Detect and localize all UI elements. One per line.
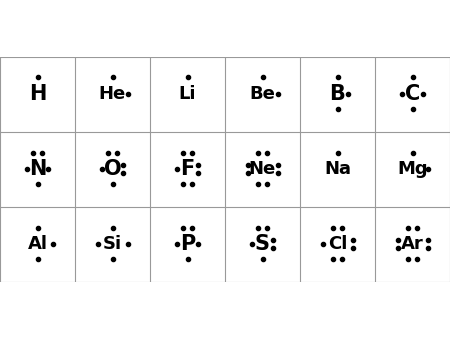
Text: C: C <box>405 84 420 104</box>
Text: S: S <box>255 234 270 254</box>
Text: B: B <box>329 84 346 104</box>
Text: P: P <box>180 234 195 254</box>
Text: Be: Be <box>250 85 275 103</box>
Text: He: He <box>99 85 126 103</box>
Text: Ar: Ar <box>401 235 424 253</box>
Text: Al: Al <box>27 235 48 253</box>
Text: Mg: Mg <box>397 160 428 178</box>
Text: F: F <box>180 159 194 179</box>
Text: Ne: Ne <box>249 160 276 178</box>
Text: O: O <box>104 159 122 179</box>
Text: H: H <box>29 84 46 104</box>
Text: Li: Li <box>179 85 196 103</box>
Text: Na: Na <box>324 160 351 178</box>
Text: Cl: Cl <box>328 235 347 253</box>
Text: Si: Si <box>103 235 122 253</box>
Text: N: N <box>29 159 46 179</box>
